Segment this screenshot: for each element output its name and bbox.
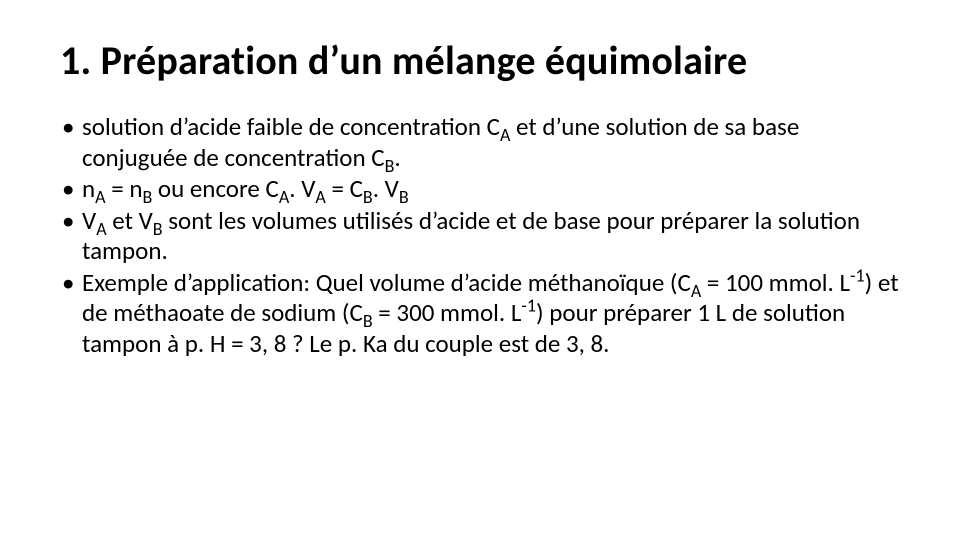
- slide: 1. Préparation d’un mélange équimolaire …: [0, 0, 960, 540]
- slide-title: 1. Préparation d’un mélange équimolaire: [60, 38, 900, 84]
- list-item: Exemple d’application: Quel volume d’aci…: [60, 268, 900, 360]
- list-item: VA et VB sont les volumes utilisés d’aci…: [60, 206, 900, 267]
- list-item: solution d’acide faible de concentration…: [60, 112, 900, 173]
- list-item: nA = nB ou encore CA. VA = CB. VB: [60, 174, 900, 205]
- bullet-list: solution d’acide faible de concentration…: [60, 112, 900, 359]
